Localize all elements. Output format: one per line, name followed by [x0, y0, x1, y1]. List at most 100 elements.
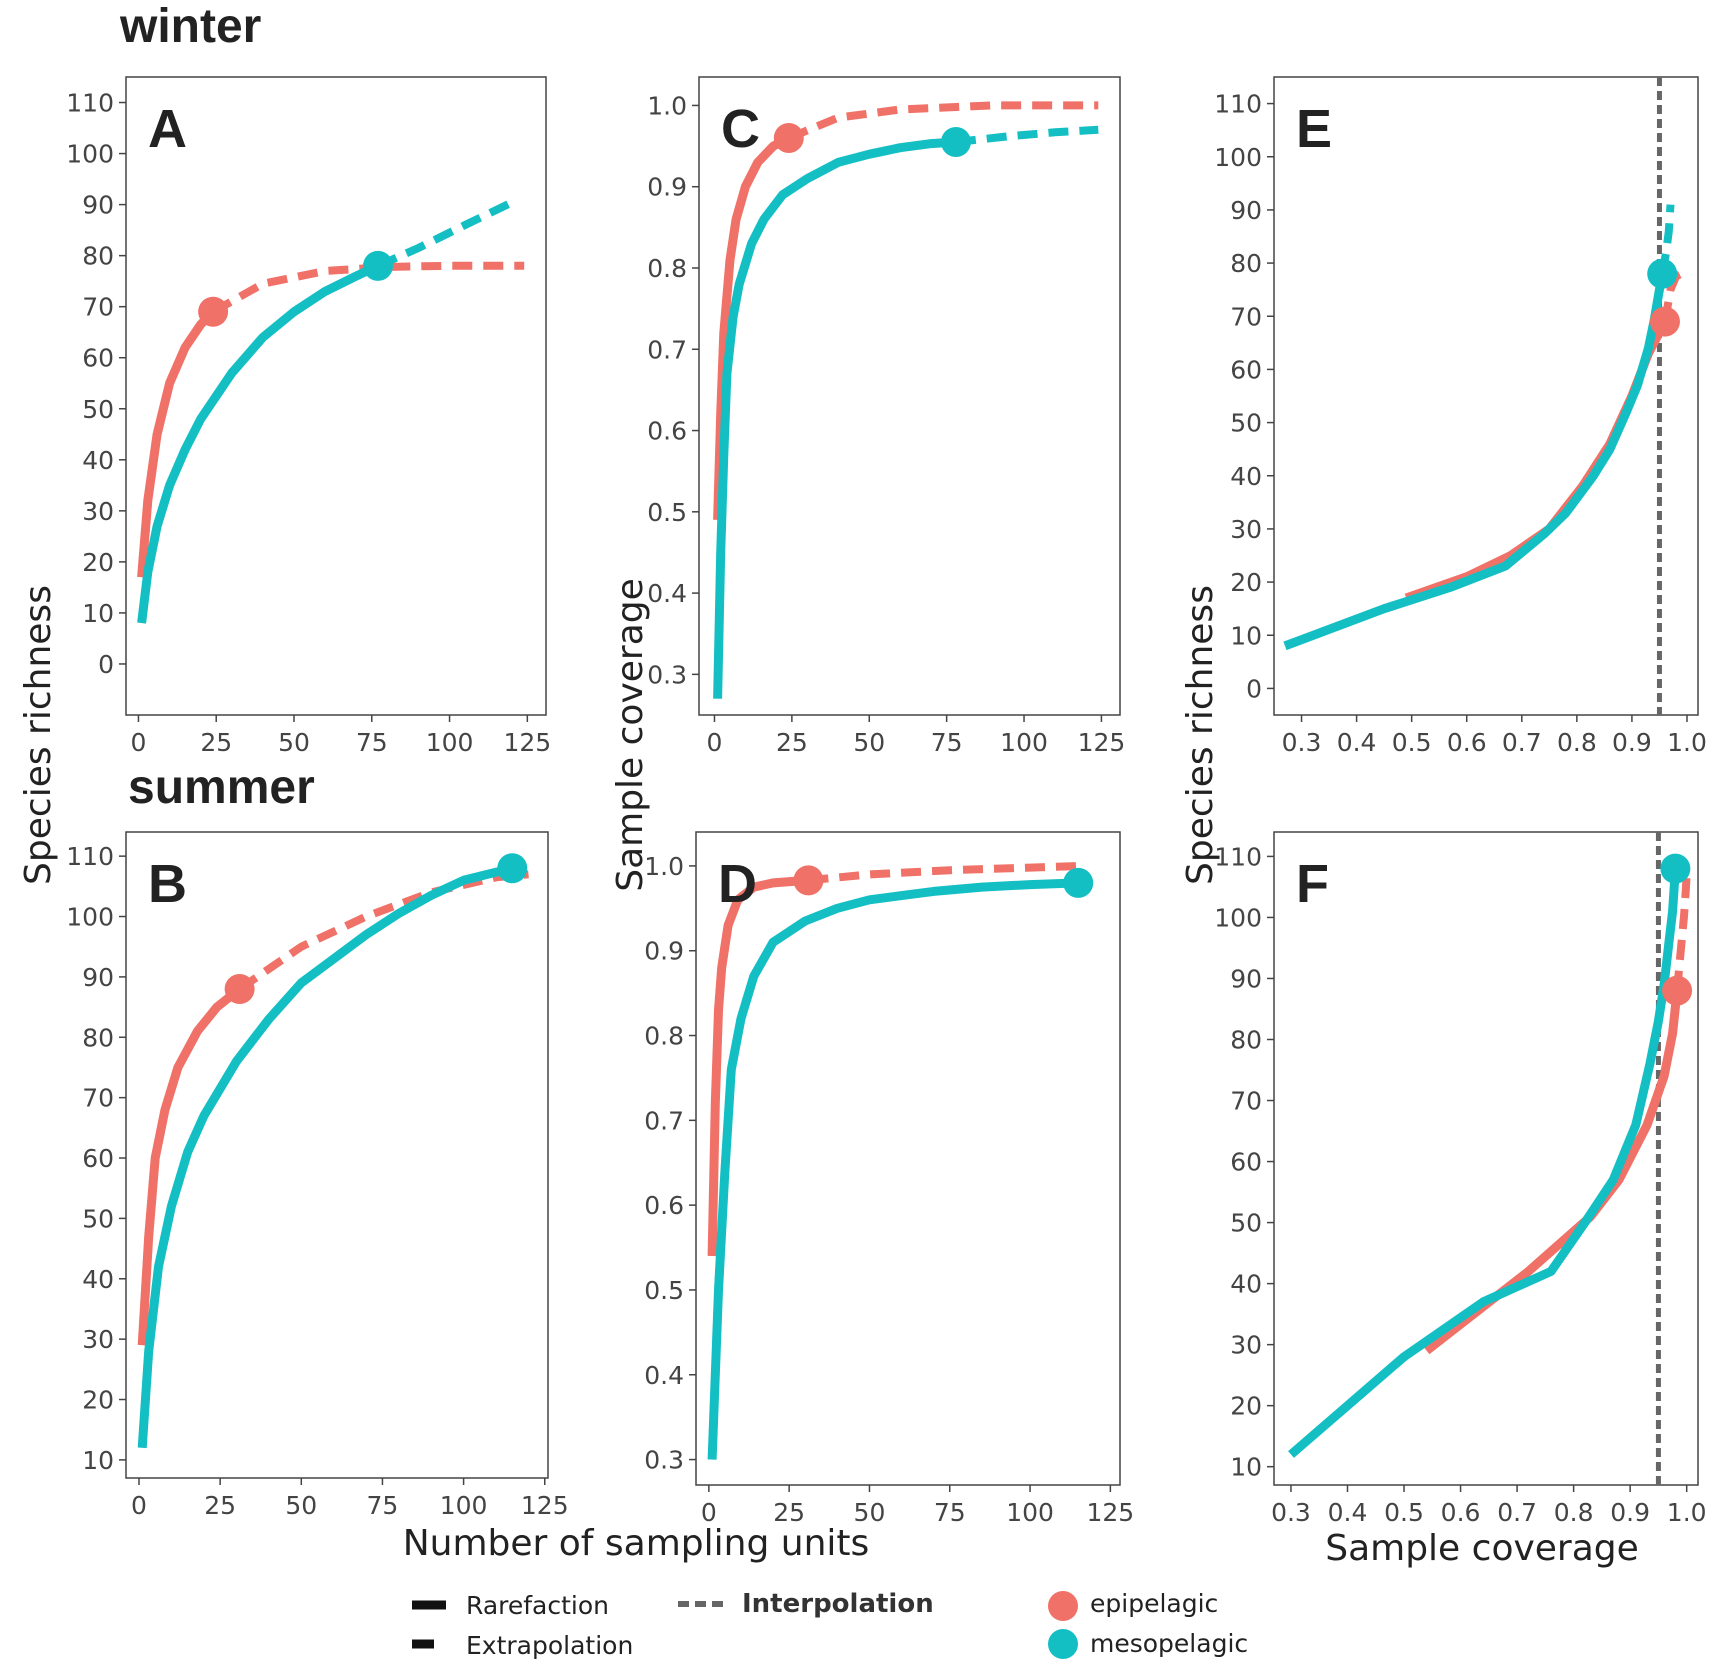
y-axis-title-sample-coverage: Sample coverage [610, 578, 651, 892]
x-tick-label: 0.5 [1392, 728, 1432, 757]
x-tick-label: 50 [278, 728, 310, 757]
y-tick-label: 40 [1230, 462, 1262, 491]
y-tick-label: 0.9 [647, 173, 687, 202]
series-mesopelagic-rarefaction-line [1288, 868, 1680, 1458]
x-tick-label: 75 [367, 1491, 399, 1520]
panel-A: 0 10 20 30 40 50 60 70 80 90 100 110 0 25 50 75 100 125 A [66, 76, 551, 757]
series-mesopelagic-observed-point [1660, 853, 1691, 884]
y-tick-label: 1.0 [647, 91, 687, 120]
y-tick-label: 0 [1246, 674, 1262, 703]
y-tick-label: 0.8 [644, 1022, 684, 1051]
y-tick-label: 70 [1230, 302, 1262, 331]
y-tick-label: 0.4 [644, 1361, 684, 1390]
y-axis-title-species-richness-right: Species richness [1180, 585, 1221, 885]
series-epipelagic-extrapolation-line [808, 861, 1085, 885]
x-tick-label: 125 [1078, 728, 1126, 757]
x-tick-label: 0 [701, 1498, 717, 1527]
x-tick-label: 0.8 [1557, 728, 1597, 757]
x-tick-label: 0.7 [1502, 728, 1542, 757]
y-tick-label: 0.9 [644, 937, 684, 966]
x-tick-label: 75 [356, 728, 388, 757]
series-epipelagic-rarefaction-line [713, 134, 791, 521]
y-tick-label: 50 [82, 395, 114, 424]
y-tick-label: 110 [1214, 842, 1262, 871]
plot-frame [698, 76, 1121, 716]
plot-frame [695, 831, 1121, 1486]
x-tick-label: 100 [1000, 728, 1048, 757]
panel-B: 10 20 30 40 50 60 70 80 90 100 110 0 25 50 75 100 125 B [66, 831, 569, 1520]
y-tick-label: 60 [82, 1144, 114, 1173]
x-tick-label: 125 [521, 1491, 569, 1520]
x-tick-label: 0 [707, 728, 723, 757]
x-axis-title-sample-coverage: Sample coverage [1325, 1528, 1639, 1569]
series-epipelagic-rarefaction-line [137, 985, 243, 1346]
y-tick-label: 100 [66, 903, 114, 932]
y-tick-label: 0.7 [647, 335, 687, 364]
x-tick-label: 1.0 [1667, 1498, 1707, 1527]
x-tick-label: 75 [931, 728, 963, 757]
series-mesopelagic-observed-point [363, 250, 393, 281]
x-tick-label: 0.3 [1282, 728, 1322, 757]
y-tick-label: 30 [1230, 515, 1262, 544]
plot-frame [125, 76, 547, 716]
series-epipelagic-extrapolation-line [787, 101, 1099, 142]
series-mesopelagic-observed-point [497, 853, 528, 884]
series-epipelagic-extrapolation-line [1673, 874, 1691, 992]
legend-extrapolation-label: Extrapolation [466, 1631, 633, 1660]
y-tick-label: 80 [82, 242, 114, 271]
y-tick-label: 0.3 [647, 660, 687, 689]
x-tick-label: 0.9 [1612, 728, 1652, 757]
legend: Rarefaction Extrapolation Interpolation … [412, 1589, 1248, 1660]
plot-area [137, 863, 529, 1449]
series-mesopelagic-observed-point [1647, 258, 1678, 289]
x-tick-label: 25 [200, 728, 232, 757]
series-epipelagic-observed-point [773, 122, 804, 153]
plot-area [137, 195, 525, 624]
series-epipelagic-observed-point [793, 865, 824, 896]
y-tick-label: 90 [1230, 196, 1262, 225]
legend-mesopelagic-swatch [1048, 1629, 1078, 1659]
y-tick-label: 0.7 [644, 1106, 684, 1135]
x-tick-label: 100 [426, 728, 474, 757]
y-tick-label: 60 [1230, 1148, 1262, 1177]
y-tick-label: 40 [82, 1265, 114, 1294]
plot-area [707, 861, 1085, 1460]
season-label-winter: winter [119, 0, 261, 53]
y-tick-label: 10 [1230, 621, 1262, 650]
legend-epipelagic-label: epipelagic [1090, 1589, 1218, 1618]
series-epipelagic-rarefaction-line [707, 875, 809, 1257]
x-tick-label: 0 [130, 728, 146, 757]
plot-area [713, 101, 1099, 699]
panel-D: 0.3 0.4 0.5 0.6 0.7 0.8 0.9 1.0 0 25 50 75 100 125 D [644, 831, 1134, 1527]
y-tick-label: 20 [1230, 1392, 1262, 1421]
y-tick-label: 90 [1230, 964, 1262, 993]
x-tick-label: 0.7 [1497, 1498, 1537, 1527]
plot-frame [125, 831, 549, 1479]
panel-letter-B: B [148, 854, 187, 914]
series-mesopelagic-extrapolation-line [955, 125, 1099, 146]
x-tick-label: 100 [1006, 1498, 1054, 1527]
panel-letter-F: F [1296, 854, 1329, 914]
y-tick-label: 20 [1230, 568, 1262, 597]
y-tick-label: 80 [82, 1023, 114, 1052]
series-mesopelagic-rarefaction-line [1283, 272, 1667, 651]
y-tick-label: 100 [66, 140, 114, 169]
x-tick-label: 0.4 [1328, 1498, 1368, 1527]
x-tick-label: 50 [285, 1491, 317, 1520]
series-epipelagic-observed-point [1662, 975, 1693, 1006]
y-tick-label: 30 [82, 1325, 114, 1354]
series-mesopelagic-rarefaction-line [713, 137, 957, 699]
plot-frame [1273, 76, 1699, 716]
y-tick-label: 40 [1230, 1270, 1262, 1299]
y-tick-label: 0.6 [647, 417, 687, 446]
series-epipelagic-observed-point [224, 973, 255, 1004]
series-mesopelagic-rarefaction-line [137, 863, 514, 1449]
x-tick-label: 50 [854, 1498, 886, 1527]
y-tick-label: 0.6 [644, 1191, 684, 1220]
y-tick-label: 10 [82, 1446, 114, 1475]
y-tick-label: 60 [82, 344, 114, 373]
x-tick-label: 0.6 [1441, 1498, 1481, 1527]
y-tick-label: 90 [82, 963, 114, 992]
legend-epipelagic-swatch [1048, 1591, 1078, 1621]
legend-mesopelagic-label: mesopelagic [1090, 1629, 1248, 1658]
